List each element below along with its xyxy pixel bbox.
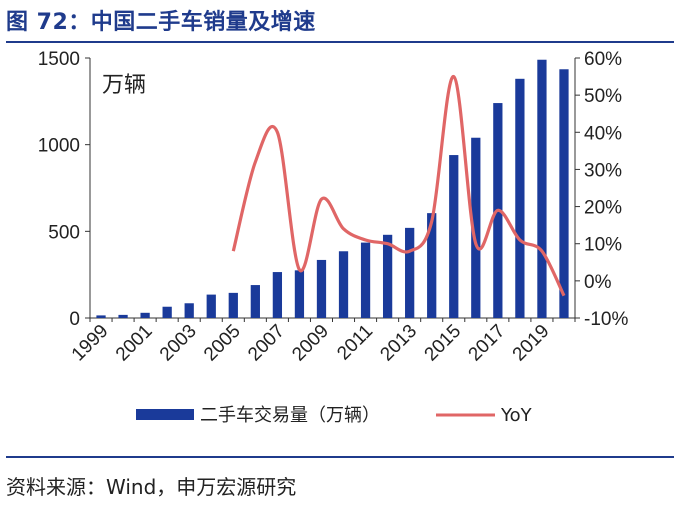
legend-line-label: YoY <box>500 405 533 426</box>
right-axis-tick-label: 10% <box>584 235 622 256</box>
right-axis-tick-label: -10% <box>584 309 628 330</box>
right-axis-tick-label: 0% <box>584 272 612 293</box>
bar-2006 <box>250 285 260 318</box>
x-axis-tick-label: 2013 <box>376 321 421 366</box>
right-axis-tick-label: 50% <box>584 86 622 107</box>
x-axis-tick-label: 2007 <box>244 321 289 366</box>
figure-source: 资料来源：Wind，申万宏源研究 <box>6 475 297 499</box>
right-axis-tick-label: 60% <box>584 49 622 70</box>
x-axis-tick-label: 2003 <box>156 321 201 366</box>
right-axis-tick-label: 20% <box>584 198 622 219</box>
bar-1999 <box>96 315 106 318</box>
legend-bar-label: 二手车交易量（万辆） <box>200 405 380 426</box>
bar-2013 <box>405 227 415 318</box>
x-axis-tick-label: 2011 <box>333 321 377 365</box>
title-divider <box>6 41 674 43</box>
bar-2000 <box>118 314 128 318</box>
bar-series <box>96 59 569 319</box>
bar-2009 <box>316 259 327 318</box>
left-axis-tick-label: 1500 <box>38 49 80 70</box>
bar-2002 <box>162 306 172 318</box>
bar-2020 <box>559 69 569 319</box>
left-axis-tick-label: 1000 <box>38 136 80 157</box>
unit-label: 万辆 <box>102 73 146 98</box>
chart-axes <box>85 57 580 322</box>
bar-2003 <box>184 303 194 318</box>
x-axis-tick-label: 2019 <box>509 321 554 366</box>
left-axis-tick-label: 0 <box>69 309 80 330</box>
bar-2015 <box>449 155 459 318</box>
right-axis-tick-label: 40% <box>584 123 622 144</box>
legend-bar-swatch <box>136 409 194 420</box>
x-axis-tick-label: 2009 <box>288 321 333 366</box>
bar-2019 <box>537 59 547 318</box>
x-axis-tick-label: 2001 <box>112 321 157 366</box>
bar-2005 <box>228 292 238 318</box>
right-axis-tick-label: 30% <box>584 160 622 181</box>
left-axis-tick-label: 500 <box>48 222 80 243</box>
source-divider <box>6 456 674 458</box>
bar-2001 <box>140 312 150 318</box>
bar-2014 <box>427 213 437 318</box>
x-axis-tick-label: 2005 <box>200 321 245 366</box>
bar-2018 <box>515 78 525 318</box>
legend: 二手车交易量（万辆） YoY <box>136 405 533 426</box>
figure-title: 图 72：中国二手车销量及增速 <box>6 10 316 35</box>
yoy-line <box>231 74 566 297</box>
bar-2004 <box>206 294 216 318</box>
bar-2012 <box>382 234 393 318</box>
x-axis-tick-label: 2017 <box>465 321 510 366</box>
bar-2016 <box>471 137 481 318</box>
bar-2007 <box>272 272 283 318</box>
bar-2011 <box>360 242 371 318</box>
bar-2008 <box>294 270 305 318</box>
line-series <box>231 74 566 297</box>
x-axis-tick-label: 2015 <box>421 321 466 366</box>
bar-2010 <box>338 251 349 318</box>
